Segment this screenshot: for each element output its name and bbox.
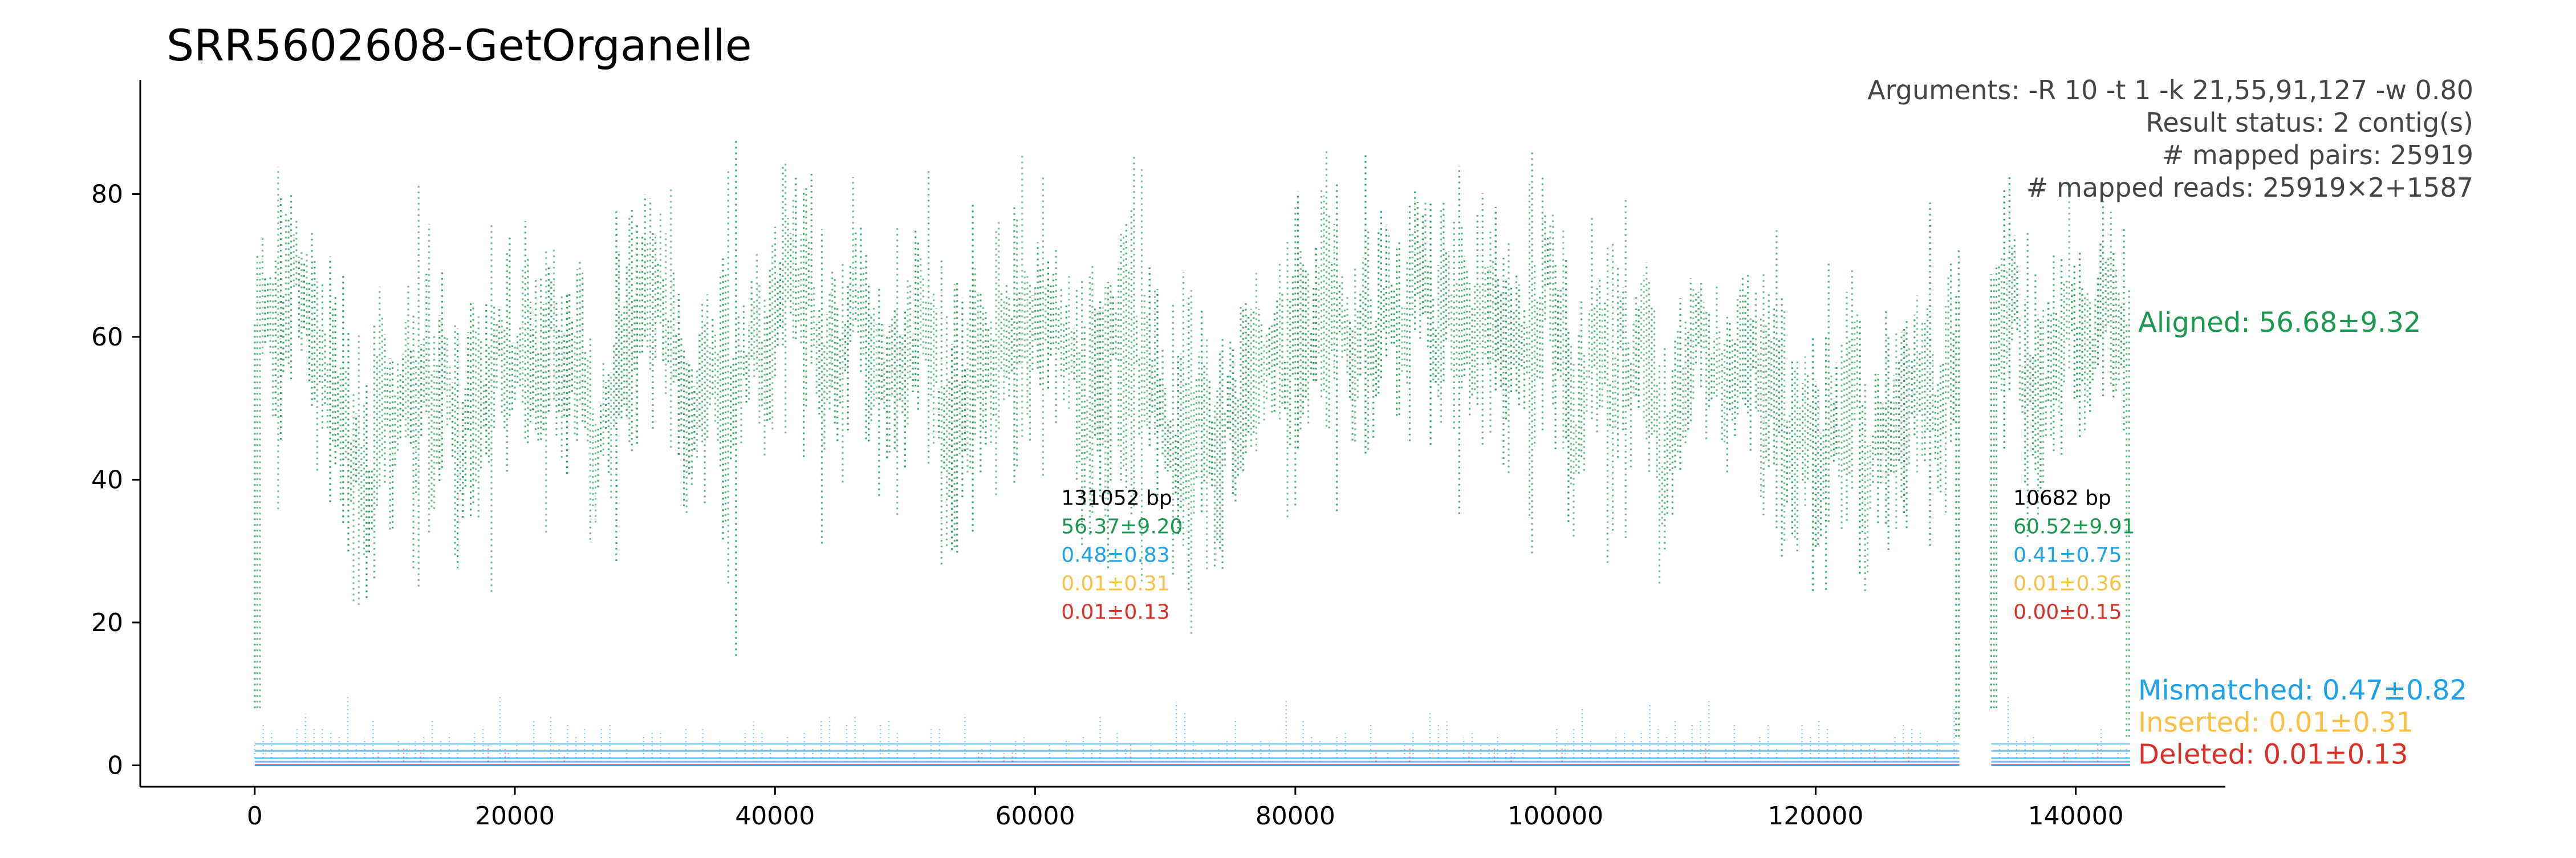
series-mismatched: [254, 695, 2131, 767]
contig-stat-inserted: 0.01±0.36: [2013, 572, 2122, 596]
series-label-mismatched: Mismatched: 0.47±0.82: [2138, 674, 2467, 706]
x-tick-label: 120000: [1768, 802, 1863, 831]
series-label-aligned: Aligned: 56.68±9.32: [2138, 307, 2421, 339]
x-tick-label: 60000: [996, 802, 1075, 831]
contig-stat-deleted: 0.00±0.15: [2013, 601, 2122, 624]
contig-stat-deleted: 0.01±0.13: [1061, 601, 1169, 624]
y-tick-label: 80: [91, 180, 123, 209]
contig-stat-inserted: 0.01±0.31: [1061, 572, 1169, 596]
y-tick-label: 0: [107, 751, 123, 780]
x-tick-label: 140000: [2028, 802, 2124, 831]
series-label-deleted: Deleted: 0.01±0.13: [2138, 739, 2408, 771]
contig-stat-aligned: 60.52±9.91: [2013, 515, 2135, 538]
info-panel: Arguments: -R 10 -t 1 -k 21,55,91,127 -w…: [1867, 75, 2473, 203]
info-line: Arguments: -R 10 -t 1 -k 21,55,91,127 -w…: [1867, 75, 2473, 105]
series-aligned: [254, 141, 2130, 737]
info-line: Result status: 2 contig(s): [2146, 107, 2473, 138]
contig-stat-aligned: 56.37±9.20: [1061, 515, 1183, 538]
y-tick-label: 40: [91, 465, 123, 494]
series-inserted: [265, 737, 2122, 758]
contig-annotations: 131052 bp 56.37±9.20 0.48±0.83 0.01±0.31 0.0…: [1061, 486, 2135, 624]
series-deleted: [254, 744, 2131, 765]
x-tick-label: 40000: [735, 802, 815, 831]
contig-stat-mismatched: 0.48±0.83: [1061, 543, 1169, 567]
x-tick-label: 80000: [1256, 802, 1335, 831]
axes: 0 20000 40000 60000 80000 100000 120000 140000 0…: [91, 80, 2225, 831]
x-tick-label: 20000: [475, 802, 555, 831]
x-tick-label: 0: [247, 802, 263, 831]
contig-length-label: 131052 bp: [1061, 486, 1172, 510]
contig-length-label: 10682 bp: [2013, 486, 2111, 510]
contig-stat-mismatched: 0.41±0.75: [2013, 543, 2122, 567]
y-tick-label: 60: [91, 323, 123, 352]
y-tick-label: 20: [91, 608, 123, 637]
x-tick-label: 100000: [1508, 802, 1603, 831]
series-label-inserted: Inserted: 0.01±0.31: [2138, 706, 2414, 738]
info-line: # mapped reads: 25919×2+1587: [2026, 172, 2473, 203]
series-labels: Aligned: 56.68±9.32 Mismatched: 0.47±0.82…: [2138, 307, 2467, 771]
info-line: # mapped pairs: 25919: [2162, 140, 2473, 170]
chart-title: SRR5602608-GetOrganelle: [166, 20, 751, 71]
plot-area: [254, 141, 2131, 767]
